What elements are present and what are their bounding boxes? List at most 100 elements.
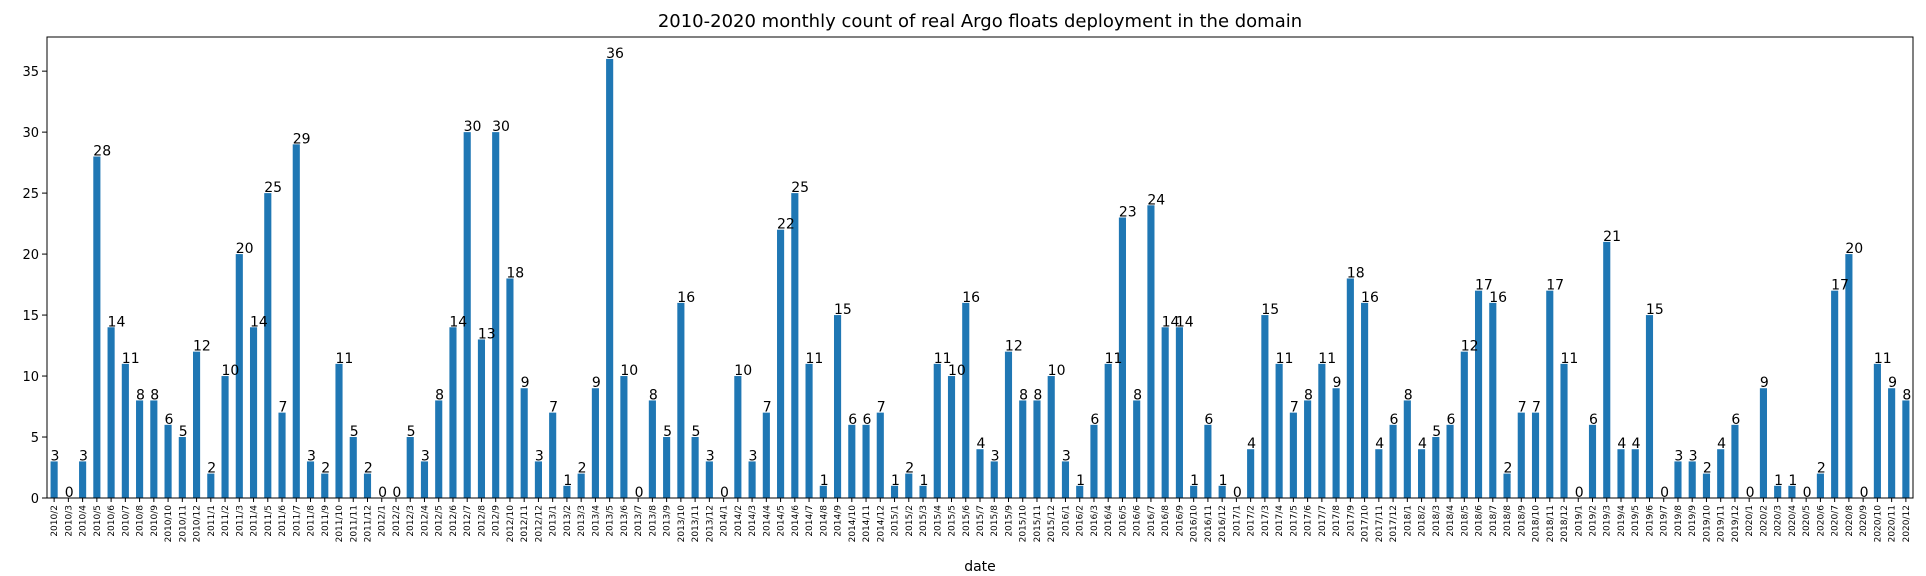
data-label: 0: [1660, 485, 1669, 501]
x-tick-label: 2019/5: [1631, 505, 1641, 537]
x-tick-label: 2019/9: [1688, 505, 1698, 537]
x-tick-label: 2015/3: [919, 505, 929, 537]
data-label: 11: [122, 351, 140, 367]
bar: [193, 351, 201, 498]
data-label: 11: [1276, 351, 1294, 367]
bar: [321, 473, 329, 498]
x-axis: 2010/2 2010/3 2010/4 2010/5 2010/6 2010/7 2010…: [50, 498, 1912, 542]
x-tick-label: 2019/10: [1702, 505, 1712, 543]
bar: [1759, 388, 1767, 498]
x-tick-label: 2013/10: [677, 505, 687, 543]
data-label: 15: [1646, 302, 1664, 318]
bar: [264, 193, 272, 498]
x-tick-label: 2014/3: [748, 505, 758, 537]
y-tick-label: 30: [22, 126, 39, 141]
data-label: 0: [1746, 485, 1755, 501]
data-label: 14: [108, 314, 126, 330]
data-label: 1: [1774, 473, 1783, 489]
x-tick-label: 2013/4: [591, 505, 601, 537]
x-tick-label: 2014/4: [762, 505, 772, 537]
data-label: 14: [1176, 314, 1194, 330]
x-tick-label: 2010/6: [107, 505, 117, 537]
x-tick-label: 2012/3: [406, 505, 416, 537]
x-tick-label: 2017/1: [1232, 505, 1242, 537]
bar: [1888, 388, 1896, 498]
x-tick-label: 2011/1: [207, 505, 217, 537]
data-label: 6: [1731, 412, 1740, 428]
x-tick-label: 2020/12: [1902, 505, 1912, 542]
data-label: 2: [1703, 461, 1712, 477]
bar: [449, 327, 457, 498]
data-label: 12: [1461, 339, 1479, 355]
data-label: 10: [221, 363, 239, 379]
data-label: 25: [264, 180, 282, 196]
data-label: 2: [321, 461, 330, 477]
x-tick-label: 2013/1: [549, 505, 559, 537]
x-tick-label: 2011/7: [292, 505, 302, 537]
data-label: 0: [635, 485, 644, 501]
data-label: 16: [1489, 290, 1507, 306]
data-label: 0: [392, 485, 401, 501]
bar: [1503, 473, 1511, 498]
x-tick-label: 2018/9: [1517, 505, 1527, 537]
x-tick-label: 2019/2: [1589, 505, 1599, 537]
data-label: 10: [620, 363, 638, 379]
x-tick-label: 2011/8: [307, 505, 317, 537]
bar: [734, 376, 742, 498]
bar: [563, 485, 571, 498]
data-label: 7: [549, 400, 558, 416]
bar: [1731, 424, 1739, 498]
bar: [947, 376, 956, 498]
x-tick-label: 2011/5: [264, 505, 274, 537]
data-label: 7: [763, 400, 772, 416]
bar: [164, 424, 172, 498]
bar: [1361, 302, 1369, 498]
data-label: 8: [1019, 387, 1028, 403]
data-label: 8: [1304, 387, 1313, 403]
y-tick-label: 10: [22, 370, 39, 385]
x-tick-label: 2010/11: [178, 505, 188, 542]
y-tick-label: 5: [31, 431, 39, 446]
bar: [1204, 424, 1212, 498]
data-label: 8: [649, 387, 658, 403]
data-label: 16: [1361, 290, 1379, 306]
data-label: 5: [1432, 424, 1441, 440]
bar: [1190, 485, 1198, 498]
bar: [506, 278, 514, 498]
x-tick-label: 2017/2: [1247, 505, 1257, 537]
bar: [477, 339, 486, 498]
y-tick-label: 0: [31, 492, 39, 507]
x-tick-label: 2016/1: [1061, 505, 1071, 537]
bar: [663, 437, 671, 498]
bar: [93, 156, 101, 498]
data-label: 10: [734, 363, 752, 379]
bars: [50, 58, 1910, 499]
data-label: 11: [335, 351, 353, 367]
bar: [591, 388, 599, 498]
bar: [1631, 449, 1639, 498]
x-axis-label: date: [964, 559, 996, 575]
x-tick-label: 2014/8: [819, 505, 829, 537]
x-tick-label: 2018/2: [1418, 505, 1428, 537]
x-tick-label: 2011/10: [335, 505, 345, 543]
bar: [1588, 424, 1597, 498]
x-tick-label: 2015/6: [962, 505, 972, 537]
data-label: 18: [1347, 265, 1365, 281]
x-tick-label: 2019/12: [1731, 505, 1741, 542]
data-label: 11: [1105, 351, 1123, 367]
data-label: 9: [592, 375, 601, 391]
bar: [777, 229, 785, 498]
data-label: 10: [1048, 363, 1066, 379]
data-label: 20: [1845, 241, 1863, 257]
bar: [819, 485, 827, 498]
x-tick-label: 2019/8: [1674, 505, 1684, 537]
x-tick-label: 2014/1: [720, 505, 730, 537]
x-tick-label: 2011/9: [321, 505, 331, 537]
x-tick-label: 2012/1: [378, 505, 388, 537]
data-label: 3: [51, 448, 60, 464]
x-tick-label: 2015/11: [1033, 505, 1043, 542]
x-tick-label: 2011/6: [278, 505, 288, 537]
bar: [1902, 400, 1910, 498]
bar: [876, 412, 884, 498]
